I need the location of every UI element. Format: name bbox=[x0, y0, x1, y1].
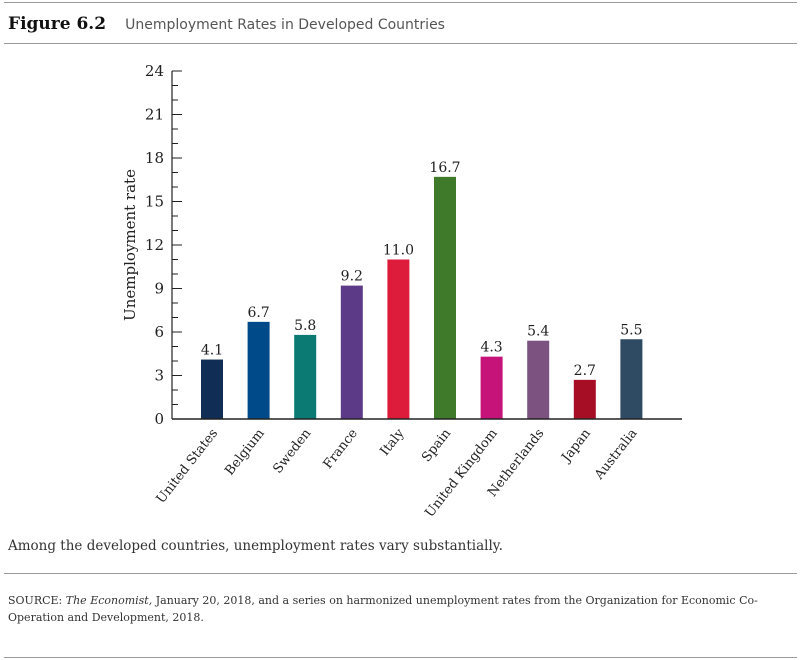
source-label: SOURCE: bbox=[8, 594, 63, 607]
caption-rule bbox=[4, 573, 797, 574]
bar-value-label: 6.7 bbox=[247, 305, 269, 321]
bar bbox=[294, 334, 317, 419]
bar-value-label: 9.2 bbox=[341, 269, 363, 285]
x-category-label: France bbox=[321, 426, 362, 472]
x-category-label: Sweden bbox=[270, 426, 314, 477]
bottom-rule bbox=[4, 657, 797, 658]
y-tick-label: 12 bbox=[145, 236, 164, 254]
bar bbox=[527, 340, 550, 419]
source-text: January 20, 2018, and a series on harmon… bbox=[8, 594, 758, 624]
y-tick-label: 6 bbox=[154, 323, 164, 341]
y-tick-label: 3 bbox=[154, 367, 164, 385]
y-tick-label: 18 bbox=[145, 149, 164, 167]
bar-value-label: 2.7 bbox=[574, 363, 596, 379]
source-publication: The Economist, bbox=[65, 594, 153, 607]
bar-value-label: 5.5 bbox=[620, 322, 642, 338]
bar-chart: 0 3 6 9 12 15 18 21 24 4.1 6.7 5.8 9.2 11.0 16.7 4.3 5.… bbox=[121, 62, 682, 520]
x-category-label: Spain bbox=[419, 426, 454, 465]
bar bbox=[434, 176, 456, 419]
bar bbox=[620, 339, 643, 419]
figure-caption: Among the developed countries, unemploym… bbox=[8, 538, 503, 554]
bar-value-label: 5.4 bbox=[527, 324, 549, 340]
bar bbox=[247, 321, 270, 419]
x-category-label: Belgium bbox=[222, 426, 267, 478]
source-note: SOURCE: The Economist, January 20, 2018,… bbox=[8, 592, 798, 626]
y-tick-label: 15 bbox=[145, 193, 164, 211]
y-axis-label: Unemployment rate bbox=[121, 169, 139, 321]
header-rule bbox=[4, 43, 797, 44]
y-tick-label: 21 bbox=[145, 106, 164, 124]
bar bbox=[201, 359, 223, 419]
top-rule bbox=[4, 2, 797, 3]
bars: 4.1 6.7 5.8 9.2 11.0 16.7 4.3 5.4 2.7 5.5 bbox=[201, 160, 643, 419]
bar bbox=[387, 259, 410, 419]
bar-value-label: 16.7 bbox=[429, 160, 460, 176]
x-axis: United States Belgium Sweden France Italy Spa… bbox=[154, 418, 682, 520]
y-tick-label: 9 bbox=[154, 280, 164, 298]
x-category-label: Italy bbox=[377, 426, 407, 459]
figure-title: Unemployment Rates in Developed Countrie… bbox=[125, 17, 445, 33]
x-category-label: United States bbox=[154, 426, 221, 506]
figure-label: Figure 6.2 bbox=[8, 14, 107, 34]
bar bbox=[340, 285, 363, 419]
figure-header: Figure 6.2 Unemployment Rates in Develop… bbox=[8, 14, 445, 34]
y-axis: 0 3 6 9 12 15 18 21 24 bbox=[145, 62, 182, 428]
x-category-label: Australia bbox=[591, 426, 640, 483]
x-category-label: Japan bbox=[558, 426, 594, 467]
y-tick-label: 0 bbox=[154, 410, 164, 428]
bar bbox=[480, 356, 503, 419]
bar-value-label: 4.3 bbox=[480, 340, 502, 356]
bar-value-label: 11.0 bbox=[383, 243, 414, 259]
bar bbox=[573, 379, 596, 419]
y-tick-label: 24 bbox=[145, 62, 164, 80]
bar-value-label: 5.8 bbox=[294, 318, 316, 334]
bar-value-label: 4.1 bbox=[201, 343, 223, 359]
